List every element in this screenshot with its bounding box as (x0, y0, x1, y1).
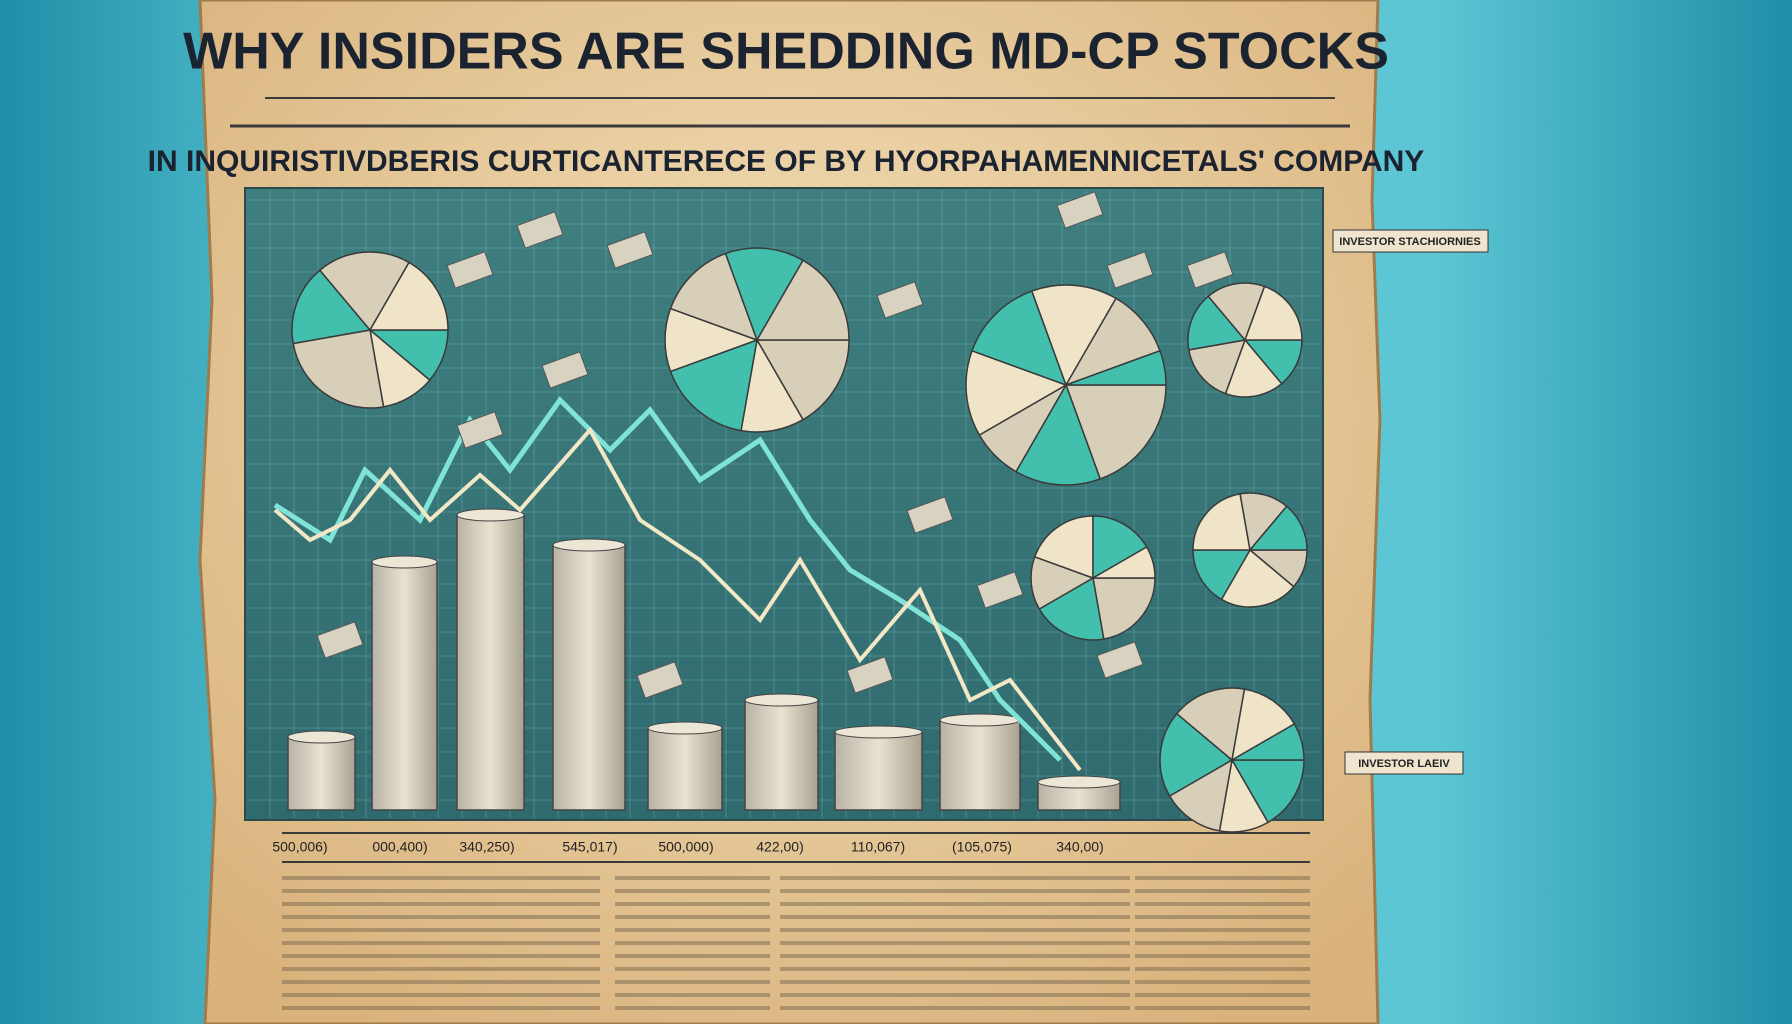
pie-wedge (664, 307, 760, 373)
text-columns (282, 876, 1310, 1010)
x-label: 110,067) (851, 839, 905, 855)
pie-wedge (1092, 515, 1148, 580)
money-icon (456, 411, 504, 449)
bar-cap (647, 721, 723, 735)
pie-wedge (1175, 687, 1246, 762)
x-label: 340,00) (1056, 839, 1103, 855)
money-icon (846, 656, 894, 694)
pie-wedge (1248, 505, 1308, 551)
bar-shape (287, 736, 356, 811)
trend-line (273, 396, 1062, 762)
money-icon (516, 211, 564, 249)
pie-wedge (1220, 548, 1295, 608)
bar-cap (371, 555, 438, 569)
pie-wedge (1230, 688, 1296, 762)
pie-wedge (1192, 549, 1252, 601)
pie-wedge (1192, 492, 1251, 551)
bar-cap (1037, 775, 1121, 789)
pie-wedge (1014, 383, 1102, 486)
x-label: 340,250) (459, 839, 514, 855)
chart-art: 500,006) 000,400) 340,250) 545,017) 500,000)… (272, 191, 1308, 855)
bar-cap (939, 713, 1021, 727)
bar-cap (456, 508, 525, 522)
pie-wedge (1092, 577, 1156, 640)
pie-wedge (1033, 515, 1094, 580)
money-icon (1186, 251, 1234, 289)
pie-wedge (669, 338, 758, 432)
bar-cap (287, 730, 356, 744)
pie-wedge (724, 247, 805, 342)
bar-shape (834, 731, 923, 811)
pie-wedge (669, 252, 759, 342)
pie-wedge (1030, 555, 1095, 611)
pie-wedge (1159, 712, 1234, 798)
pie-wedge (1064, 297, 1161, 387)
pie-wedge (1038, 576, 1105, 641)
money-icon (876, 281, 924, 319)
money-icon (976, 571, 1024, 609)
pie-wedge (1168, 758, 1234, 832)
money-icon (906, 496, 954, 534)
money-icon (606, 231, 654, 269)
pie-wedge (318, 251, 411, 332)
pie-wedge (740, 337, 805, 433)
x-label: (105,075) (952, 839, 1012, 855)
panel-label: INVESTOR STACHIORNIES (1339, 236, 1480, 248)
pie-wedge (1064, 384, 1167, 480)
bar-shape (552, 544, 626, 811)
headline: WHY INSIDERS ARE SHEDDING MD-CP STOCKS (183, 23, 1389, 81)
bar-shape (744, 699, 819, 811)
pie-wedge (1188, 339, 1247, 395)
money-icon (541, 351, 589, 389)
bar-shape (647, 727, 723, 811)
pie-wedge (291, 269, 372, 345)
pie-wedge (1090, 545, 1156, 579)
pie-wedge (1207, 282, 1266, 342)
x-label: 422,00) (756, 839, 803, 855)
subtitle: IN INQUIRISTIVDBERIS CURTICANTERECE OF B… (148, 145, 1425, 178)
pie-wedge (1030, 284, 1118, 387)
panel-label-box (1332, 229, 1489, 253)
bar-cap (744, 693, 819, 707)
pie-wedge (1224, 338, 1283, 398)
bar-shape (371, 561, 438, 811)
x-label: 000,400) (372, 839, 427, 855)
pie-wedge (292, 329, 385, 409)
money-icon (316, 621, 364, 659)
money-icon (1106, 251, 1154, 289)
x-label: 500,006) (272, 839, 327, 855)
pie-wedge (1229, 722, 1305, 761)
money-icon (636, 661, 684, 699)
bar-cap (552, 538, 626, 552)
pie-wedge (1065, 349, 1167, 386)
pie-wedge (755, 259, 850, 341)
pie-wedge (971, 290, 1068, 387)
bar-shape (456, 514, 525, 811)
pie-wedge (1243, 285, 1303, 341)
x-label: 545,017) (562, 839, 617, 855)
pie-wedge (368, 261, 449, 331)
pie-wedge (755, 339, 850, 421)
pie-wedge (1230, 759, 1305, 824)
money-icon (446, 251, 494, 289)
x-label: 500,000) (658, 839, 713, 855)
money-icon (1096, 641, 1144, 679)
money-icon (1056, 191, 1104, 229)
pie-wedge (1187, 295, 1247, 351)
trend-line (273, 426, 1082, 772)
bar-shape (939, 719, 1021, 811)
bar-cap (834, 725, 923, 739)
panel-label-box (1344, 751, 1464, 775)
pie-wedge (965, 349, 1068, 437)
panel-label: INVESTOR LAEIV (1358, 758, 1450, 770)
